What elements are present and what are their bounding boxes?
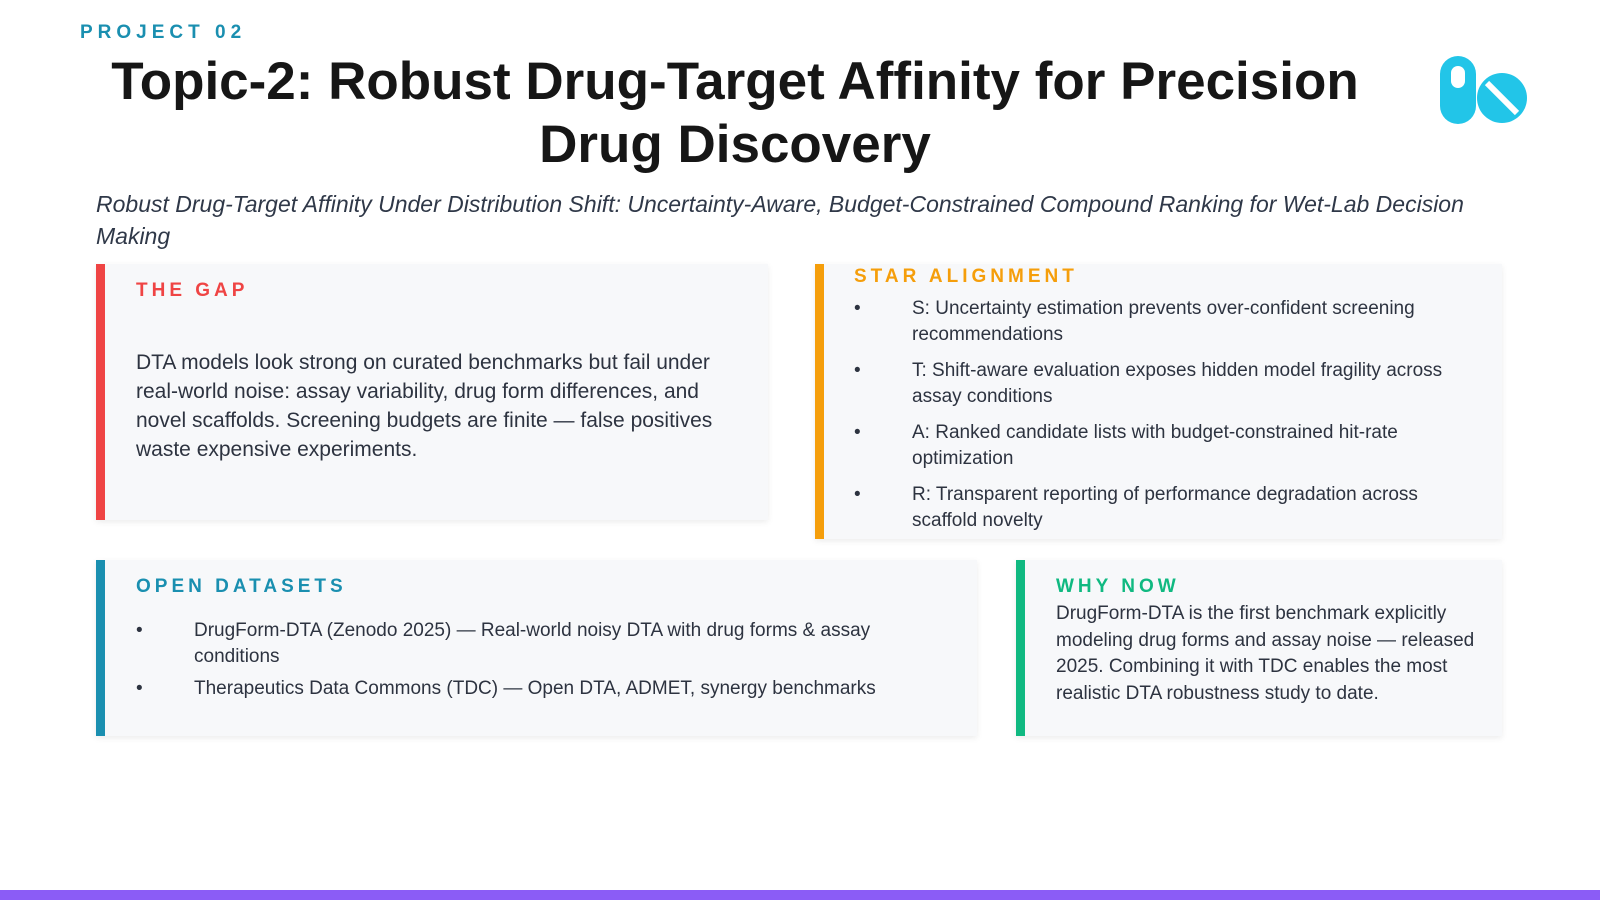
dataset-list: DrugForm-DTA (Zenodo 2025) — Real-world … bbox=[136, 618, 947, 702]
star-list: S: Uncertainty estimation prevents over-… bbox=[854, 296, 1482, 534]
card-body: DrugForm-DTA is the first benchmark expl… bbox=[1056, 603, 1475, 704]
bottom-bar bbox=[0, 890, 1600, 900]
card-heading: OPEN DATASETS bbox=[136, 576, 347, 597]
list-item: Therapeutics Data Commons (TDC) — Open D… bbox=[136, 676, 947, 702]
datasets-card: OPEN DATASETS DrugForm-DTA (Zenodo 2025)… bbox=[96, 560, 977, 736]
slide-title: Topic-2: Robust Drug-Target Affinity for… bbox=[111, 52, 1359, 174]
card-heading: THE GAP bbox=[136, 280, 249, 301]
card-body: DTA models look strong on curated benchm… bbox=[136, 351, 713, 461]
list-item: R: Transparent reporting of performance … bbox=[854, 482, 1482, 534]
card-heading: STAR ALIGNMENT bbox=[854, 266, 1078, 287]
list-item: DrugForm-DTA (Zenodo 2025) — Real-world … bbox=[136, 618, 947, 670]
list-item: A: Ranked candidate lists with budget-co… bbox=[854, 420, 1482, 472]
card-heading: WHY NOW bbox=[1056, 576, 1180, 597]
list-item: T: Shift-aware evaluation exposes hidden… bbox=[854, 358, 1482, 410]
pill-icon bbox=[1440, 56, 1527, 124]
list-item: S: Uncertainty estimation prevents over-… bbox=[854, 296, 1482, 348]
why-now-card: WHY NOW DrugForm-DTA is the first benchm… bbox=[1016, 560, 1502, 736]
gap-card: THE GAP DTA models look strong on curate… bbox=[96, 264, 768, 520]
project-label: PROJECT 02 bbox=[80, 22, 247, 43]
star-card: STAR ALIGNMENT S: Uncertainty estimation… bbox=[815, 264, 1502, 539]
subtitle: Robust Drug-Target Affinity Under Distri… bbox=[96, 191, 1464, 249]
